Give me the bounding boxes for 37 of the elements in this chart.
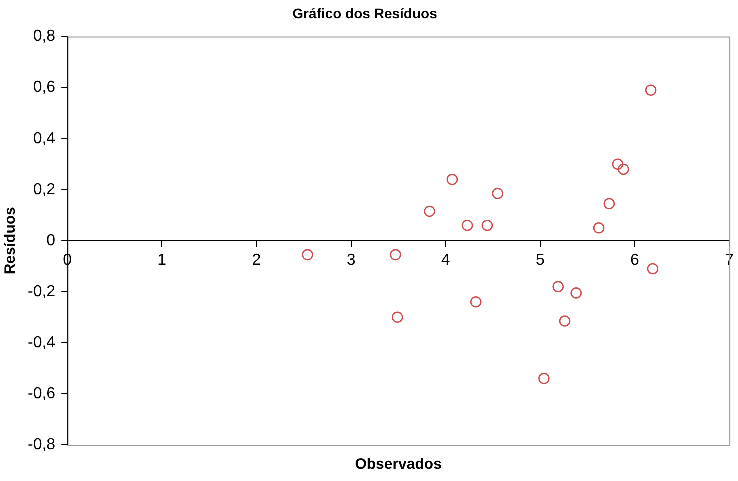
y-tick-label: 0,2	[33, 181, 56, 198]
point	[392, 312, 404, 324]
point	[470, 296, 482, 308]
y-axis-title: Resíduos	[2, 207, 20, 275]
point	[612, 158, 624, 170]
y-tick-label: -0,4	[28, 334, 56, 352]
point	[538, 373, 550, 384]
chart-title: Gráfico dos Resíduos	[292, 5, 438, 22]
point	[647, 263, 659, 275]
x-tick-label: 3	[346, 252, 356, 269]
point	[390, 249, 402, 261]
y-tick-label: -0,6	[28, 385, 56, 402]
point	[302, 249, 314, 261]
x-tick-label: 2	[252, 252, 262, 269]
point	[604, 198, 616, 210]
point	[552, 281, 564, 292]
point	[593, 222, 605, 234]
x-tick-label: 5	[536, 252, 545, 269]
y-tick-label: 0	[46, 232, 56, 250]
y-tick-label: 0,6	[33, 79, 56, 96]
point	[482, 220, 494, 232]
point	[645, 84, 657, 96]
y-tick-label: -0,8	[28, 436, 56, 454]
point	[446, 174, 458, 186]
x-tick-label: 1	[158, 252, 167, 269]
point	[618, 164, 630, 176]
x-tick-label: 4	[441, 252, 450, 269]
point	[462, 220, 474, 232]
point	[570, 288, 582, 299]
x-axis-title: Observados	[355, 456, 442, 474]
point	[559, 316, 571, 327]
point	[492, 188, 504, 200]
x-tick-label: 6	[630, 252, 640, 269]
y-tick-label: 0,8	[33, 28, 56, 46]
y-tick-label: -0,2	[28, 283, 56, 300]
y-tick-label: 0,4	[33, 130, 56, 148]
point	[424, 206, 436, 218]
